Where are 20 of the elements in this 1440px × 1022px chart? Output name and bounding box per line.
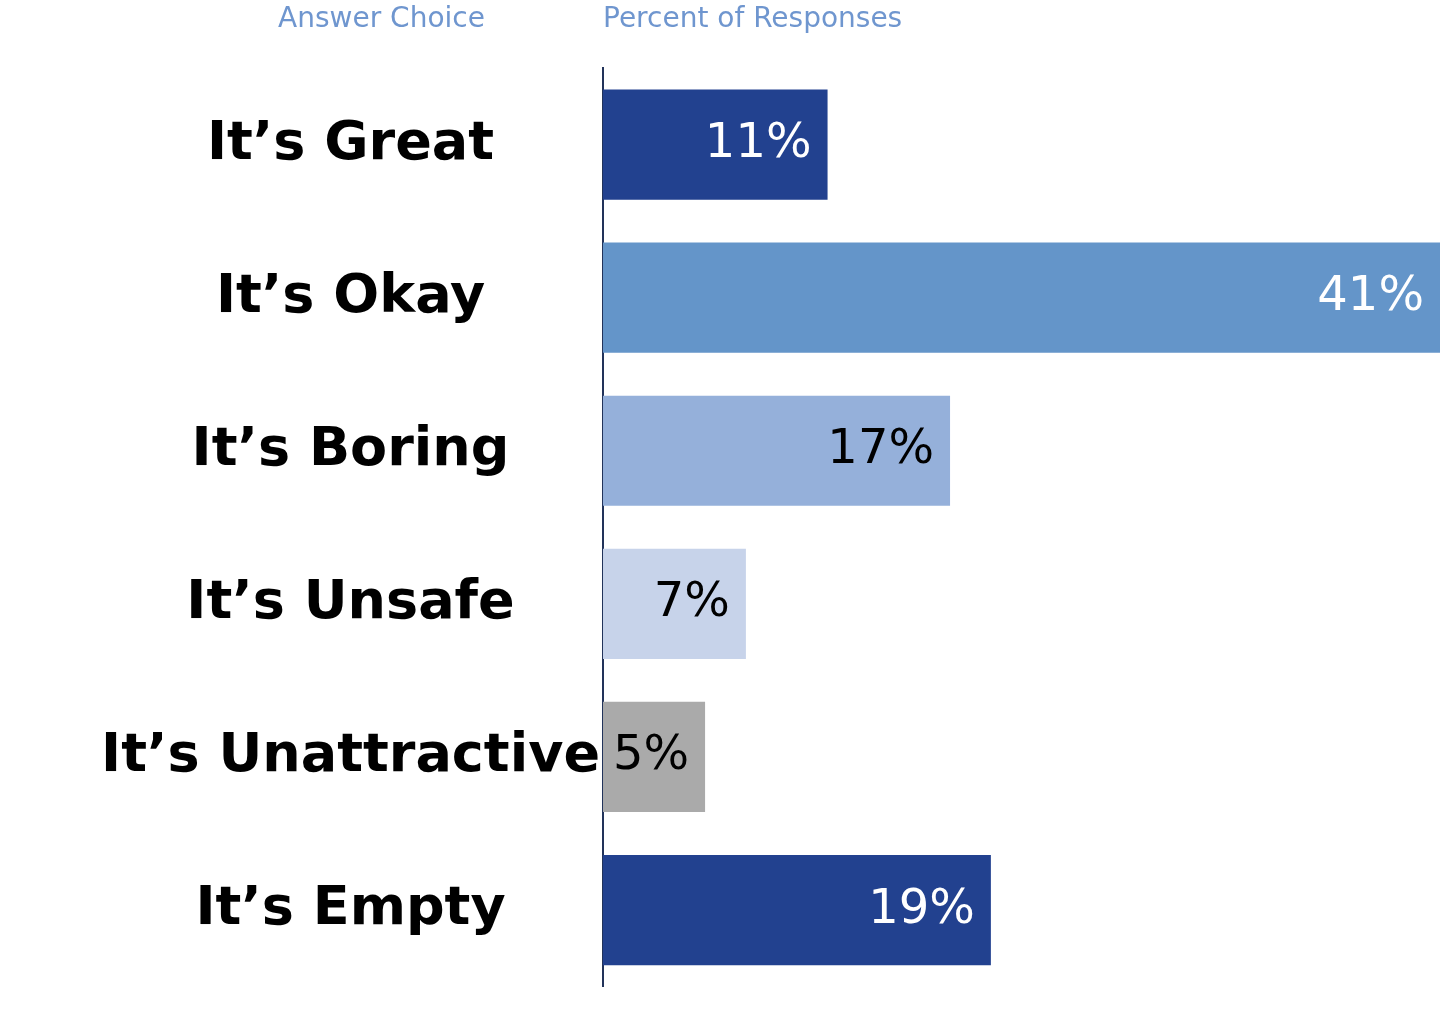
y-tick-label: It’s Boring <box>191 414 510 478</box>
data-label: 19% <box>868 877 975 934</box>
data-label: 17% <box>827 418 935 475</box>
data-label: 5% <box>612 724 690 781</box>
y-axis-title: Answer Choice <box>278 1 485 35</box>
bar <box>603 548 746 659</box>
y-tick-label: It’s Unsafe <box>186 567 515 631</box>
bar <box>603 854 991 966</box>
y-tick-label: It’s Great <box>206 108 495 172</box>
bar <box>603 242 1440 353</box>
y-tick-label: It’s Unattractive <box>101 720 600 784</box>
data-label: 7% <box>653 571 730 628</box>
bar <box>603 89 828 200</box>
data-label: 41% <box>1317 265 1424 322</box>
data-label: 11% <box>704 112 812 169</box>
bar <box>603 395 951 506</box>
y-tick-label: It’s Okay <box>215 261 486 325</box>
bar <box>603 701 706 813</box>
y-tick-label: It’s Empty <box>195 874 506 938</box>
x-axis-title: Percent of Responses <box>603 1 903 35</box>
